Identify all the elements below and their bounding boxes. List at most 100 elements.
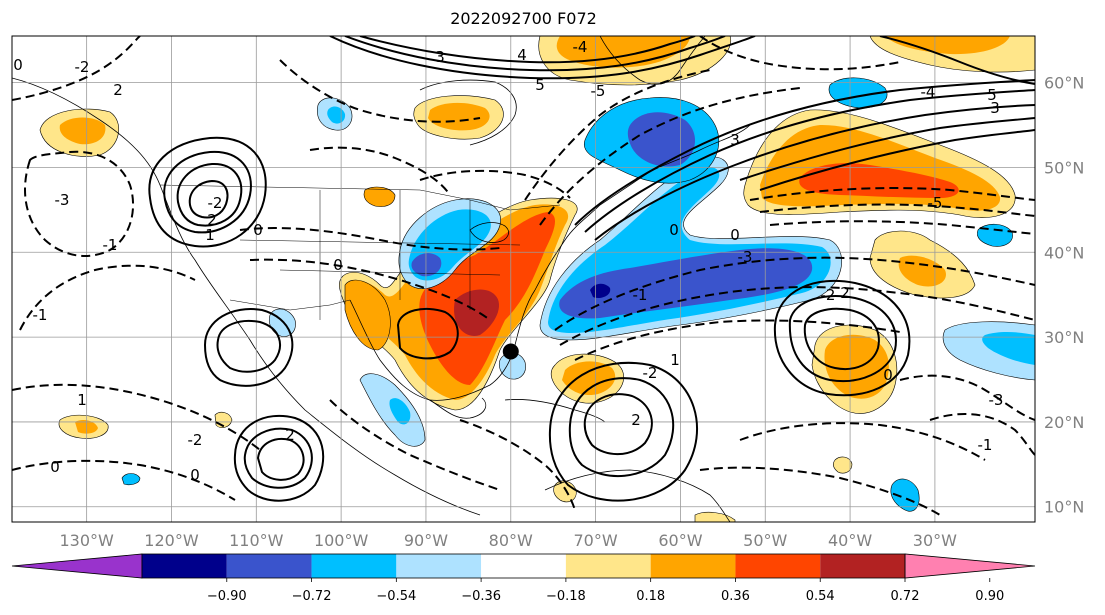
lon-label: 50°W — [743, 531, 787, 550]
contour-label: -4 — [921, 83, 936, 101]
dashed-contour-16 — [769, 220, 1035, 235]
contour-label: 2 — [207, 211, 217, 229]
location-marker — [502, 343, 519, 360]
contour-label: -5 — [928, 194, 943, 212]
lon-label: 70°W — [574, 531, 618, 550]
contour-jet-2 — [584, 89, 1035, 233]
lon-label: 40°W — [828, 531, 872, 550]
contour-label: -3 — [738, 248, 753, 266]
contour-atlantic-high-2 — [773, 279, 911, 397]
contour-label: 3 — [730, 131, 740, 149]
lon-label: 80°W — [489, 531, 533, 550]
contour-label: 3 — [435, 48, 445, 66]
dashed-contour-5 — [12, 459, 236, 501]
map-title: 2022092700 F072 — [450, 9, 597, 28]
coast-gulf — [349, 289, 536, 401]
dashed-contour-6 — [279, 59, 481, 123]
colorbar-segment — [226, 554, 312, 578]
shaded-anomaly-fields — [39, 36, 1035, 522]
colorbar-segment — [311, 554, 397, 578]
shade-negative-south-east — [890, 478, 920, 512]
colorbar — [11, 553, 1036, 579]
shade-positive-baja — [344, 279, 391, 351]
dashed-contour-15 — [759, 203, 1035, 217]
contour-label: -5 — [591, 82, 606, 100]
contour-caribbean-loop-2 — [568, 377, 675, 478]
contour-label: -2 — [75, 58, 90, 76]
contour-label: -2 — [643, 364, 658, 382]
contour-pacific-low-2 — [176, 162, 243, 227]
border-us-mexico — [229, 299, 351, 311]
contour-label: 1 — [205, 226, 215, 244]
lat-label: 40°N — [1044, 243, 1084, 262]
shade-positive-small-1 — [363, 186, 396, 207]
colorbar-tick-label: 0.18 — [636, 589, 665, 604]
lat-label: 30°N — [1044, 328, 1084, 347]
contour-sw-low — [216, 320, 281, 373]
dashed-contour-22 — [459, 419, 576, 511]
contour-gulf-loop — [396, 307, 459, 360]
colorbar-tick-labels: −0.90 −0.72 −0.54 −0.36 −0.18 0.18 0.36 0.54 0.7… — [207, 578, 1004, 604]
shade-positive-caribbean-mid — [562, 361, 616, 396]
dashed-contour-24 — [309, 146, 451, 196]
contour-label: 4 — [517, 46, 527, 64]
colorbar-segment — [565, 554, 651, 578]
colorbar-tick-label: −0.36 — [461, 589, 501, 604]
lon-label: 130°W — [59, 531, 114, 550]
dashed-contour-17 — [899, 374, 1035, 421]
colorbar-tick-label: −0.72 — [292, 589, 332, 604]
contour-jet-1 — [574, 79, 1035, 226]
contour-label: -1 — [33, 306, 48, 324]
colorbar-tick-label: −0.54 — [376, 589, 416, 604]
dashed-contours — [12, 36, 1035, 516]
contour-label: 0 — [253, 221, 263, 239]
dashed-contour-11 — [554, 256, 1035, 331]
coast-north-america-west — [12, 77, 481, 516]
dashed-contour-18 — [929, 413, 1035, 456]
contour-ne-canada — [879, 36, 1035, 85]
shade-positive-hudson-mid — [428, 102, 490, 131]
contour-label: -3 — [55, 191, 70, 209]
colorbar-tick-label: 0.90 — [975, 589, 1004, 604]
contour-label: 0 — [333, 256, 343, 274]
colorbar-outline — [141, 553, 906, 579]
dashed-contour-14 — [749, 187, 1035, 201]
contour-jet-4 — [739, 117, 1035, 181]
colorbar-tick-label: 0.72 — [891, 589, 920, 604]
contour-label: -4 — [573, 38, 588, 56]
shade-positive-southeast-us-peak — [454, 289, 500, 336]
contour-label: 0 — [13, 56, 23, 74]
contour-label: 1 — [77, 391, 87, 409]
colorbar-segment — [481, 554, 566, 578]
dashed-contour-9 — [524, 69, 711, 201]
colorbar-segment — [650, 554, 736, 578]
contour-pacific-south — [243, 427, 313, 489]
dashed-contour-7 — [239, 227, 501, 251]
shade-positive-north-east-mid — [885, 36, 1010, 55]
lon-label: 120°W — [144, 531, 199, 550]
shade-negative-atlantic-band-strong — [559, 248, 813, 319]
coast-us-east — [534, 124, 751, 291]
dashed-contour-8 — [249, 258, 491, 321]
colorbar-extend-low — [11, 553, 143, 579]
colorbar-segment — [735, 554, 821, 578]
dashed-contour-2 — [24, 150, 135, 257]
colorbar-segment — [396, 554, 482, 578]
contour-caribbean-loop — [583, 393, 653, 456]
dashed-contour-25 — [699, 36, 901, 71]
contour-label: 1 — [670, 351, 680, 369]
coast-cuba — [504, 399, 606, 423]
contour-label: -2 — [208, 194, 223, 212]
colorbar-tick-label: −0.18 — [546, 589, 586, 604]
political-borders — [159, 184, 561, 320]
contour-label: 0 — [669, 221, 679, 239]
dashed-contour-20 — [699, 466, 941, 516]
shade-positive-small-3 — [833, 456, 853, 474]
dashed-contour-4 — [12, 383, 261, 451]
contour-sw-low-2 — [203, 308, 294, 387]
shade-positive-alaska-mid — [59, 117, 106, 145]
lon-label: 90°W — [404, 531, 448, 550]
shade-negative-small-east — [977, 223, 1013, 247]
contour-label: 5 — [535, 76, 545, 94]
